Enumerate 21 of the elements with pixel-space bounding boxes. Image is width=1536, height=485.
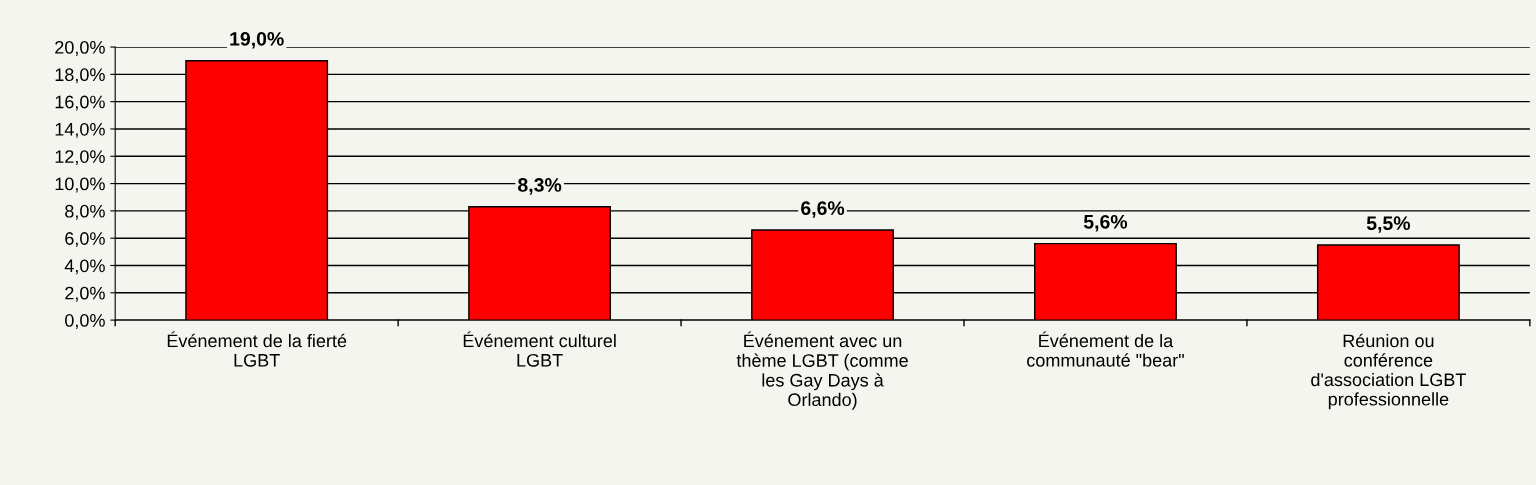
data-label: 6,6% (801, 201, 845, 218)
y-tick-label: 8,0% (65, 204, 105, 220)
x-tick-label: Événement de la communauté "bear" (1027, 331, 1184, 367)
y-tick-label: 2,0% (65, 286, 105, 302)
y-tick-label: 14,0% (55, 122, 105, 138)
x-tick-label: Événement avec un thème LGBT (comme les Gay Days à Orlando) (736, 331, 908, 410)
y-tick-label: 12,0% (55, 150, 105, 166)
y-tick-label: 20,0% (55, 40, 105, 56)
data-label: 8,3% (518, 178, 562, 195)
data-label: 19,0% (230, 31, 284, 49)
data-label: 5,6% (1083, 214, 1128, 232)
x-tick-label: Événement culturel LGBT (463, 331, 616, 367)
x-tick-label: Événement de la fierté LGBT (167, 331, 347, 367)
y-tick-label: 4,0% (64, 259, 105, 275)
data-label: 5,5% (1366, 216, 1411, 233)
y-tick-label: 6,0% (65, 232, 105, 248)
x-tick-label: Réunion ou conférence d'association LGBT professionnelle (1311, 333, 1466, 410)
y-tick-label: 18,0% (55, 68, 105, 84)
y-tick-label: 10,0% (55, 177, 105, 193)
y-tick-label: 0,0% (65, 314, 105, 329)
y-tick-label: 16,0% (55, 95, 105, 111)
